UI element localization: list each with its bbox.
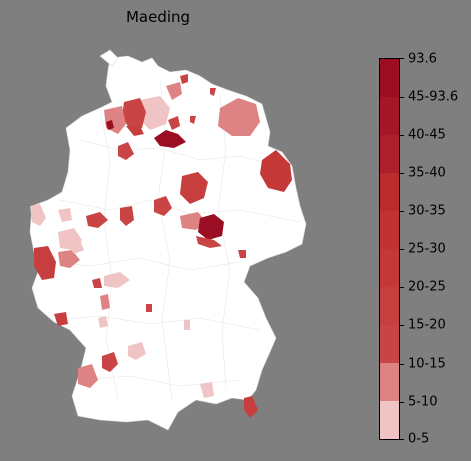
region-hannover-south — [118, 142, 134, 160]
region-hamburg-area — [138, 96, 170, 130]
legend-label: 93.6 — [408, 51, 437, 67]
legend-label: 40-45 — [408, 127, 446, 143]
region-nuremberg — [184, 320, 190, 330]
legend-tick — [400, 364, 404, 365]
legend-swatch — [380, 59, 399, 97]
map-title: Maeding — [125, 8, 191, 26]
region-kiel — [180, 74, 188, 84]
region-luneburg — [154, 130, 186, 148]
legend-tick — [400, 97, 404, 98]
region-bayreuth — [238, 250, 246, 258]
legend-swatch — [380, 287, 399, 325]
region-stuttgart-west — [102, 352, 118, 372]
legend-swatch — [380, 211, 399, 249]
legend-label: 20-25 — [408, 279, 446, 295]
legend-tick — [400, 135, 404, 136]
region-emsland — [30, 204, 46, 226]
legend-tick — [400, 58, 404, 59]
region-lower-elbe — [126, 126, 144, 136]
region-schleswig-east — [166, 82, 182, 100]
region-hessen-north — [104, 272, 130, 288]
region-dresden-west — [196, 236, 222, 248]
region-freiburg — [78, 364, 98, 388]
legend-tick — [400, 173, 404, 174]
legend-label: 5-10 — [408, 394, 438, 410]
legend-swatch — [380, 173, 399, 211]
region-hessen-dot — [92, 278, 102, 288]
region-mecklenburg — [218, 98, 260, 136]
legend-swatch — [380, 325, 399, 363]
legend-swatch — [380, 97, 399, 135]
region-uckermark — [260, 150, 292, 192]
legend-swatch — [380, 401, 399, 439]
legend-label: 25-30 — [408, 241, 446, 257]
region-cologne — [58, 250, 80, 268]
legend-swatch — [380, 363, 399, 401]
region-lubeck — [210, 88, 216, 96]
legend-swatch — [380, 249, 399, 287]
region-lower-saxony-east — [168, 116, 180, 130]
region-aachen — [34, 246, 56, 280]
north-tip — [99, 49, 119, 67]
region-bremen-dot — [106, 120, 114, 130]
legend-swatch — [380, 135, 399, 173]
legend-tick — [400, 211, 404, 212]
region-wurzburg — [146, 304, 152, 312]
legend-tick — [400, 325, 404, 326]
legend-label: 15-20 — [408, 317, 446, 333]
region-mannheim — [98, 316, 108, 328]
region-berchtesgaden — [244, 396, 258, 418]
legend-label: 0-5 — [408, 431, 430, 447]
legend-tick — [400, 439, 404, 440]
legend-colorbar — [379, 58, 400, 440]
legend-tick — [400, 249, 404, 250]
region-hamburg-west — [122, 98, 146, 130]
region-ulm — [128, 342, 146, 360]
region-leipzig — [198, 214, 224, 240]
region-schwerin — [190, 116, 196, 124]
region-harz — [154, 196, 172, 216]
region-magdeburg — [180, 172, 208, 204]
region-saarland — [54, 312, 68, 326]
legend-label: 45-93.6 — [408, 89, 459, 105]
region-munsterland — [58, 208, 72, 222]
legend-tick — [400, 402, 404, 403]
shaded-districts — [30, 74, 292, 418]
region-rosenheim — [200, 382, 214, 398]
region-giessen — [100, 294, 110, 310]
region-dusseldorf — [66, 240, 84, 254]
legend-tick — [400, 287, 404, 288]
region-kassel-north — [120, 206, 134, 226]
legend-label: 10-15 — [408, 356, 446, 372]
region-osnabruck — [86, 212, 108, 228]
district-borders — [39, 79, 301, 401]
legend-label: 35-40 — [408, 165, 446, 181]
legend-label: 30-35 — [408, 203, 446, 219]
